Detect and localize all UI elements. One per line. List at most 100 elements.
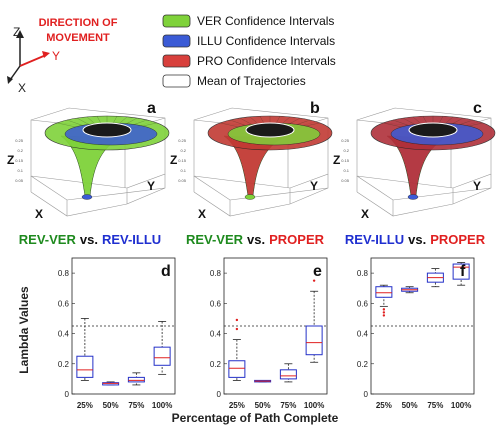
panel-axis-x-b: X bbox=[198, 207, 206, 221]
xtick-label-d-2: 75% bbox=[128, 401, 144, 410]
direction-label-line1: DIRECTION OF bbox=[39, 17, 118, 29]
panel-axis-y-c: Y bbox=[473, 179, 481, 193]
svg-text:0.2: 0.2 bbox=[180, 148, 186, 153]
ytick-label-e-3: 0.6 bbox=[210, 299, 222, 308]
box-d-50% bbox=[102, 381, 120, 386]
boxplot-d: 0 0.2 0.4 0.6 0.8 25% 50% 75% 100% d bbox=[58, 257, 176, 410]
ytick-label-e-1: 0.2 bbox=[210, 360, 222, 369]
svg-text:0.05: 0.05 bbox=[178, 178, 187, 183]
ytick-label-d-1: 0.2 bbox=[58, 360, 70, 369]
panel-axis-z-b: Z bbox=[170, 153, 177, 167]
svg-text:0.15: 0.15 bbox=[178, 158, 187, 163]
outlier-f-0-0 bbox=[382, 308, 386, 311]
xtick-label-d-3: 100% bbox=[152, 401, 172, 410]
funnel-base-b bbox=[244, 194, 256, 200]
ytick-label-e-2: 0.4 bbox=[210, 330, 222, 339]
svg-text:0.25: 0.25 bbox=[15, 138, 24, 143]
legend-item-illu: ILLU Confidence Intervals bbox=[162, 34, 335, 48]
iqr-box-e-3 bbox=[305, 325, 323, 356]
iqr-box-d-0 bbox=[76, 355, 94, 378]
panel-letter-a: a bbox=[147, 100, 156, 117]
comparison-right-1: REV-ILLU bbox=[102, 232, 161, 247]
box-f-100% bbox=[452, 262, 470, 286]
axes-key: Z Y X bbox=[7, 25, 60, 95]
trajectory-panel-b: 0.25 0.2 0.15 0.1 0.05 b Z Y X bbox=[170, 100, 333, 221]
legend-swatch-illu bbox=[162, 34, 191, 48]
xtick-label-f-3: 100% bbox=[451, 401, 471, 410]
svg-text:0.2: 0.2 bbox=[17, 148, 23, 153]
iqr-box-f-3 bbox=[452, 263, 470, 280]
x-axis-label: Percentage of Path Complete bbox=[172, 411, 339, 425]
boxplot-f: 0 0.2 0.4 0.6 0.8 25% 50% 75% 100% f bbox=[357, 257, 475, 410]
legend-swatch-ver bbox=[162, 14, 191, 28]
legend-label-illu: ILLU Confidence Intervals bbox=[197, 34, 335, 48]
panel-letter-b: b bbox=[310, 100, 320, 117]
funnel-base-a bbox=[81, 194, 93, 200]
panel-axis-y-a: Y bbox=[147, 179, 155, 193]
panel-axis-z-a: Z bbox=[7, 153, 14, 167]
funnel-surface-c bbox=[370, 115, 496, 200]
ytick-label-d-2: 0.4 bbox=[58, 330, 70, 339]
box-d-100% bbox=[153, 321, 171, 375]
xtick-label-e-3: 100% bbox=[304, 401, 324, 410]
legend-item-pro: PRO Confidence Intervals bbox=[162, 54, 336, 68]
ytick-label-e-0: 0 bbox=[217, 390, 222, 399]
boxplot-letter-e: e bbox=[313, 263, 322, 280]
legend-label-pro: PRO Confidence Intervals bbox=[197, 54, 336, 68]
svg-text:0.15: 0.15 bbox=[15, 158, 24, 163]
svg-text:0.1: 0.1 bbox=[17, 168, 23, 173]
comparison-vs-3: vs. bbox=[408, 232, 426, 247]
comparison-title-1: REV-VER vs. REV-ILLU bbox=[19, 232, 161, 247]
box-f-75% bbox=[426, 268, 444, 288]
ytick-label-f-1: 0.2 bbox=[357, 360, 369, 369]
box-e-75% bbox=[279, 363, 297, 383]
svg-text:0.25: 0.25 bbox=[341, 138, 350, 143]
iqr-box-e-2 bbox=[279, 369, 297, 380]
ytick-label-f-0: 0 bbox=[364, 390, 369, 399]
panel-ticks-a: 0.25 0.2 0.15 0.1 0.05 bbox=[15, 138, 24, 183]
legend: VER Confidence Intervals ILLU Confidence… bbox=[162, 14, 336, 88]
svg-text:0.1: 0.1 bbox=[180, 168, 186, 173]
box-e-50% bbox=[254, 379, 272, 383]
panel-axis-y-b: Y bbox=[310, 179, 318, 193]
axis-key-y: Y bbox=[52, 49, 60, 63]
xtick-label-d-0: 25% bbox=[77, 401, 93, 410]
svg-text:0.05: 0.05 bbox=[15, 178, 24, 183]
outlier-e-0-1 bbox=[235, 327, 239, 331]
box-f-25% bbox=[375, 284, 393, 317]
axis-key-z: Z bbox=[13, 25, 20, 39]
legend-label-mean: Mean of Trajectories bbox=[197, 74, 306, 88]
comparison-left-2: REV-VER bbox=[186, 232, 244, 247]
box-e-100% bbox=[305, 279, 323, 363]
comparison-right-2: PROPER bbox=[269, 232, 325, 247]
trajectory-panel-c: 0.25 0.2 0.15 0.1 0.05 c Z Y X bbox=[333, 100, 496, 221]
xtick-label-f-1: 50% bbox=[402, 401, 418, 410]
funnel-hole-a bbox=[82, 122, 132, 138]
panel-axis-x-c: X bbox=[361, 207, 369, 221]
iqr-box-e-0 bbox=[228, 360, 246, 378]
svg-text:0.15: 0.15 bbox=[341, 158, 350, 163]
panel-letter-c: c bbox=[473, 100, 482, 117]
svg-text:0.05: 0.05 bbox=[341, 178, 350, 183]
comparison-vs-2: vs. bbox=[247, 232, 265, 247]
panel-axis-x-a: X bbox=[35, 207, 43, 221]
legend-label-ver: VER Confidence Intervals bbox=[197, 14, 334, 28]
panel-axis-z-c: Z bbox=[333, 153, 340, 167]
xtick-label-f-0: 25% bbox=[376, 401, 392, 410]
funnel-base-c bbox=[407, 194, 419, 200]
comparison-title-3: REV-ILLU vs. PROPER bbox=[345, 232, 486, 247]
trajectory-panel-a: 0.25 0.2 0.15 0.1 0.05 a Z Y X bbox=[7, 100, 170, 221]
iqr-box-d-3 bbox=[153, 346, 171, 366]
boxplot-e: 0 0.2 0.4 0.6 0.8 25% 50% 75% 100% e bbox=[210, 257, 328, 410]
panel-ticks-b: 0.25 0.2 0.15 0.1 0.05 bbox=[178, 138, 187, 183]
funnel-surface-b bbox=[207, 115, 333, 200]
funnel-hole-c bbox=[408, 122, 458, 138]
comparison-vs-1: vs. bbox=[80, 232, 98, 247]
svg-text:0.2: 0.2 bbox=[343, 148, 349, 153]
comparison-left-3: REV-ILLU bbox=[345, 232, 404, 247]
boxplot-letter-d: d bbox=[161, 263, 171, 280]
xtick-label-e-0: 25% bbox=[229, 401, 245, 410]
xtick-label-f-2: 75% bbox=[427, 401, 443, 410]
outlier-f-0-1 bbox=[382, 311, 386, 314]
xtick-label-d-1: 50% bbox=[103, 401, 119, 410]
